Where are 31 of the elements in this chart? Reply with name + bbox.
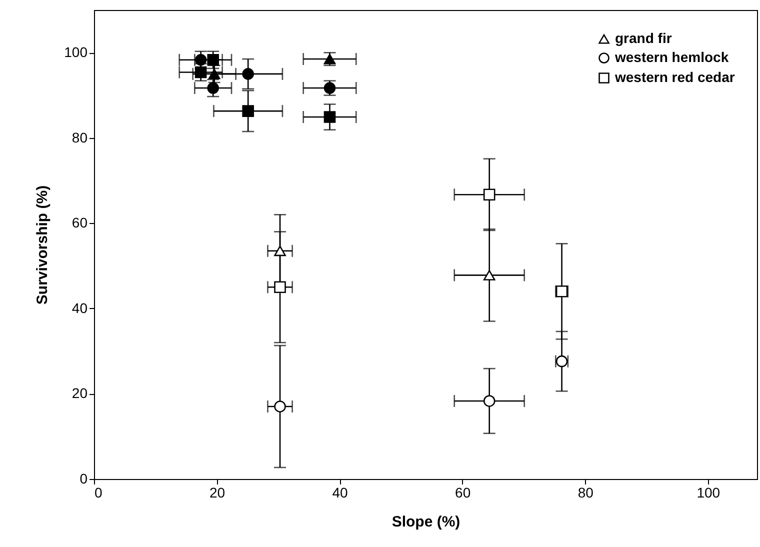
point xyxy=(483,395,496,407)
point xyxy=(274,246,286,256)
x-tick-label: 60 xyxy=(455,484,471,500)
legend-label: grand fir xyxy=(615,30,672,46)
y-tick-label: 20 xyxy=(72,385,88,402)
y-axis-title: Survivorship (%) xyxy=(34,185,52,305)
x-tick-label: 80 xyxy=(578,484,594,500)
point xyxy=(274,400,286,412)
legend-label: western red cedar xyxy=(614,69,736,85)
point xyxy=(207,54,219,66)
legend-label: western hemlock xyxy=(614,49,729,65)
y-tick-label: 80 xyxy=(72,129,88,146)
x-tick-label: 0 xyxy=(94,484,102,500)
point xyxy=(242,68,254,80)
x-axis-title: Slope (%) xyxy=(392,514,460,530)
point xyxy=(208,68,220,80)
point xyxy=(194,66,207,78)
point xyxy=(274,281,286,294)
x-tick-label: 20 xyxy=(209,484,226,500)
point xyxy=(207,82,219,94)
point xyxy=(324,111,336,123)
y-tick-label: 40 xyxy=(72,300,88,316)
point xyxy=(242,105,254,117)
point xyxy=(483,188,496,201)
y-tick-label: 60 xyxy=(72,214,88,231)
y-tick-label: 100 xyxy=(64,44,88,60)
y-tick-label: 0 xyxy=(80,470,88,486)
x-tick-label: 40 xyxy=(332,484,348,500)
point xyxy=(194,54,207,66)
x-tick-label: 100 xyxy=(696,484,720,500)
point xyxy=(483,270,496,280)
